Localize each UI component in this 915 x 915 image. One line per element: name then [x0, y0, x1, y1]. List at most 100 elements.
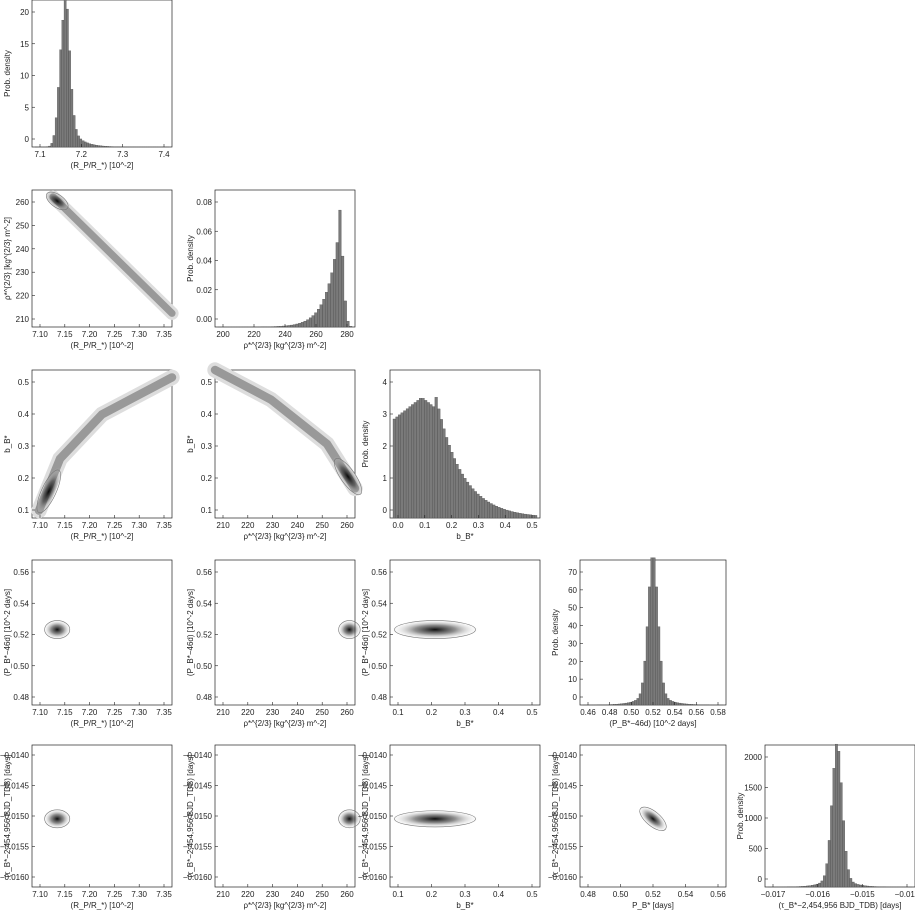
hist-bar — [523, 513, 527, 519]
hist-bar — [839, 782, 843, 888]
x-tick-label: 0.4 — [493, 890, 505, 899]
hist-bar — [408, 406, 412, 519]
y-tick-label: 240 — [16, 245, 30, 254]
hist-bar — [72, 115, 76, 148]
y-axis-label: Prob. density — [361, 421, 370, 468]
x-tick-label: 230 — [266, 890, 280, 899]
x-tick-label: 210 — [216, 521, 230, 530]
hist-bar — [405, 408, 409, 519]
hist-bar — [108, 146, 112, 148]
y-tick-label: 0.52 — [196, 631, 212, 640]
y-tick-label: 250 — [16, 221, 30, 230]
y-tick-label: 230 — [16, 268, 30, 277]
hist-bar — [844, 851, 848, 888]
hist-bar — [638, 693, 642, 706]
x-tick-label: 7.2 — [76, 150, 88, 159]
y-tick-label: −0.0150 — [183, 812, 213, 821]
hist-bar — [664, 693, 668, 706]
y-tick-label: 0.50 — [13, 662, 29, 671]
hist-bar — [95, 145, 98, 148]
x-tick-label: 200 — [216, 330, 230, 339]
y-tick-label: −0.0140 — [358, 751, 388, 760]
hist-bar — [505, 509, 509, 519]
y-axis-label: Prob. density — [3, 50, 12, 97]
hist-bar — [306, 319, 310, 328]
x-tick-label: 0.54 — [667, 708, 683, 717]
hist-bar — [341, 255, 345, 328]
x-tick-label: 7.30 — [131, 890, 147, 899]
density-blob — [337, 619, 362, 640]
y-tick-label: 0.04 — [196, 257, 212, 266]
hist-bar — [492, 504, 496, 519]
hist-bar — [673, 701, 677, 706]
hist-bar — [806, 885, 809, 888]
hist-bar — [282, 325, 286, 328]
hist-bar — [468, 485, 472, 519]
hist-bar — [871, 886, 874, 888]
x-tick-label: 0.1 — [392, 708, 404, 717]
hist-bar — [671, 701, 675, 706]
hist-bar — [515, 512, 519, 519]
hist-bar — [494, 506, 498, 519]
hist-bar — [284, 325, 288, 328]
x-tick-label: 7.25 — [107, 890, 123, 899]
x-tick-label: 220 — [241, 708, 255, 717]
hist-bar — [413, 402, 417, 519]
x-tick-label: 0.48 — [602, 708, 618, 717]
y-tick-label: 20 — [568, 657, 577, 666]
x-axis-label: (R_P/R_*) [10^-2] — [71, 161, 134, 170]
y-axis-label: ρ*^{2/3} [kg^{2/3} m^-2] — [3, 217, 12, 300]
panel-hist-rprs — [31, 0, 173, 148]
y-tick-label: 0.54 — [196, 599, 212, 608]
x-tick-label: 0.5 — [526, 890, 538, 899]
x-tick-label: 240 — [291, 708, 305, 717]
y-axis-label: b_B* — [186, 435, 195, 452]
y-tick-label: 20 — [20, 8, 29, 17]
y-tick-label: −0.0140 — [183, 751, 213, 760]
contour — [639, 806, 667, 831]
x-tick-label: 7.20 — [82, 890, 98, 899]
hist-bar — [610, 704, 614, 706]
panel-b-vs-rprs — [31, 369, 173, 519]
hist-bar — [106, 146, 109, 148]
y-tick-label: 10 — [568, 675, 577, 684]
x-tick-label: 0.1 — [392, 890, 404, 899]
x-tick-label: 230 — [266, 521, 280, 530]
hist-bar — [411, 404, 415, 519]
y-tick-label: 1 — [383, 474, 388, 483]
histogram-h_rprs — [34, 0, 170, 148]
y-tick-label: 0.1 — [18, 506, 30, 515]
hist-bar — [479, 496, 483, 519]
y-tick-label: 1500 — [744, 784, 762, 793]
x-tick-label: 0.50 — [624, 708, 640, 717]
hist-bar — [481, 498, 485, 519]
hist-bar — [629, 701, 633, 706]
y-tick-label: −0.0145 — [548, 782, 578, 791]
hist-bar — [77, 135, 80, 148]
hist-bar — [421, 398, 425, 519]
x-tick-label: 220 — [241, 521, 255, 530]
x-tick-label: 7.10 — [32, 521, 48, 530]
hist-bar — [416, 400, 420, 519]
x-tick-label: 0.50 — [613, 890, 629, 899]
hist-bar — [333, 259, 337, 328]
y-tick-label: 0.48 — [13, 693, 29, 702]
y-axis-label: (τ_B*−2,454,956 BJD_TDB) [days] — [186, 755, 195, 878]
hist-bar — [510, 511, 514, 519]
hist-bar — [59, 49, 62, 148]
density-blob — [332, 456, 364, 497]
hist-bar — [90, 144, 94, 148]
y-tick-label: 0.02 — [196, 286, 212, 295]
hist-bar — [279, 326, 283, 328]
x-tick-label: 0.3 — [459, 890, 471, 899]
hist-bar — [50, 143, 54, 148]
x-tick-label: 260 — [340, 521, 354, 530]
histogram-h_b — [392, 397, 538, 519]
hist-bar — [325, 292, 329, 328]
hist-bar — [617, 703, 621, 706]
hist-bar — [692, 704, 696, 706]
density-blob — [337, 808, 362, 829]
x-tick-label: 7.20 — [82, 708, 98, 717]
hist-bar — [652, 557, 656, 706]
y-tick-label: 500 — [749, 845, 763, 854]
